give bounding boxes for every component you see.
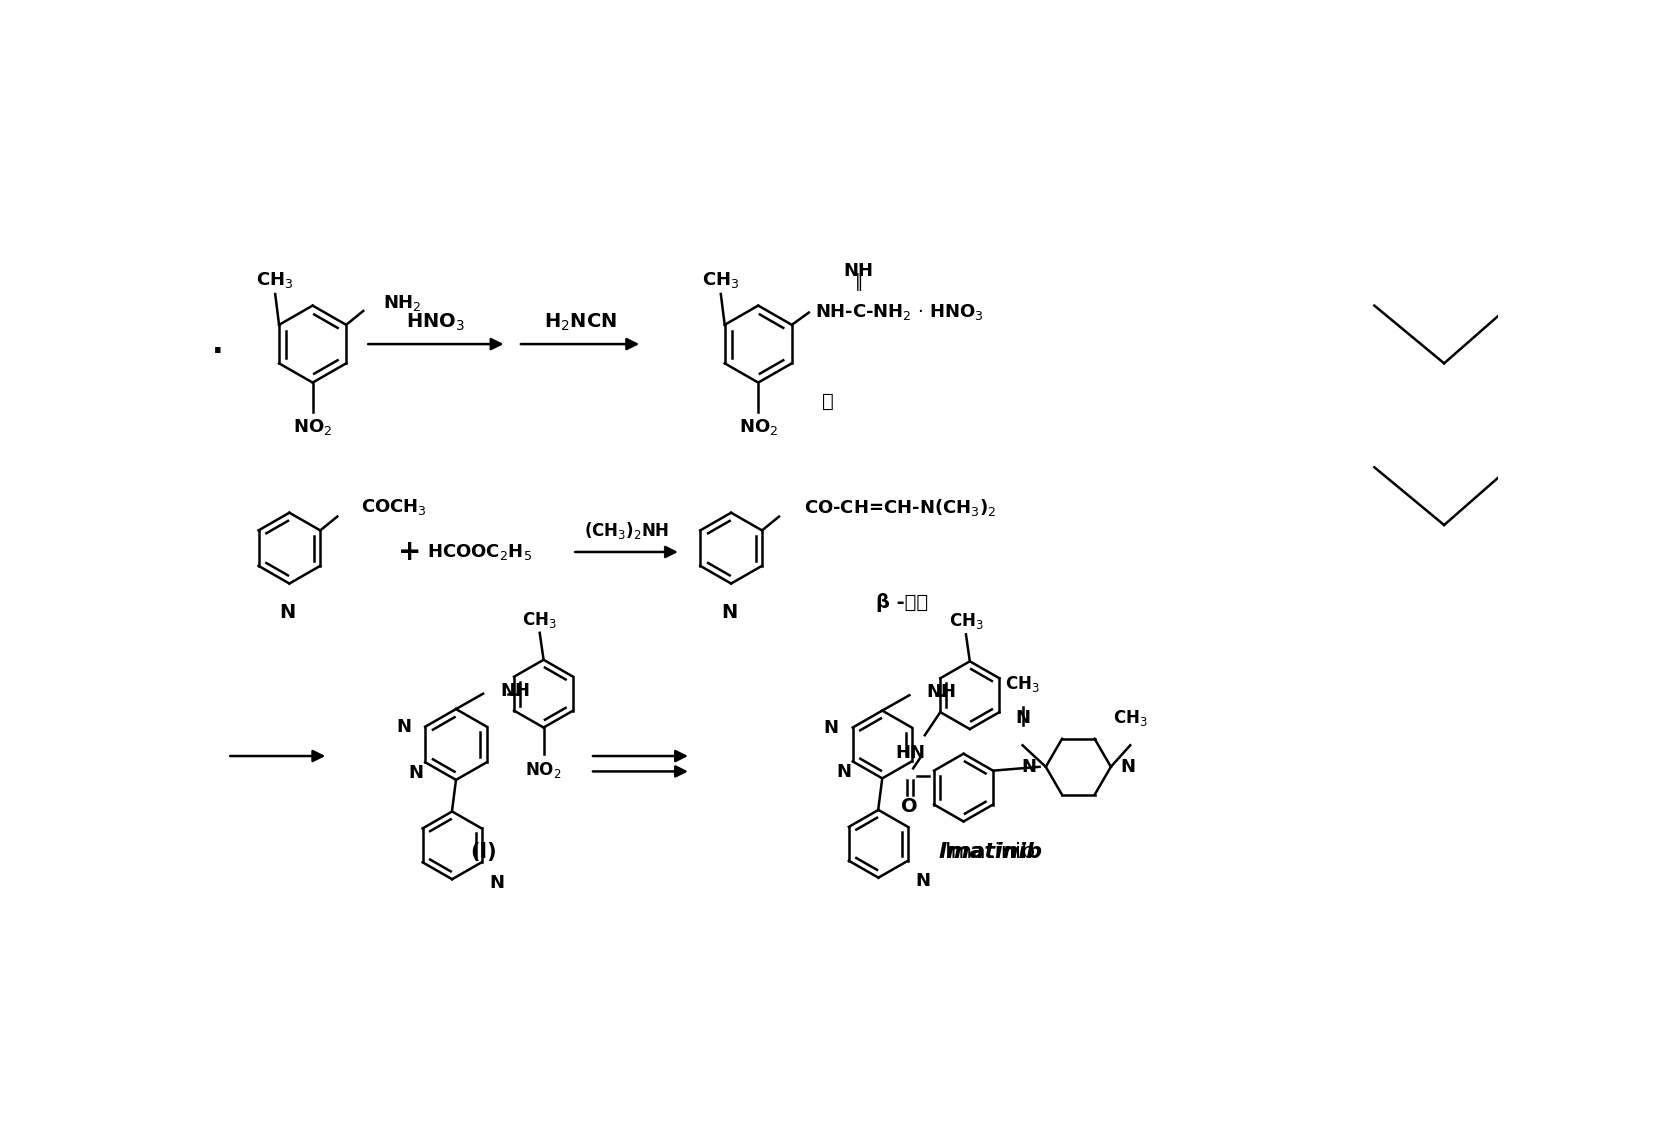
Text: Imatinib: Imatinib bbox=[945, 843, 1037, 863]
Text: N: N bbox=[280, 603, 296, 622]
Text: N: N bbox=[915, 872, 930, 890]
Text: CH$_3$: CH$_3$ bbox=[256, 270, 295, 291]
Text: N: N bbox=[489, 874, 504, 892]
Text: NO$_2$: NO$_2$ bbox=[293, 417, 333, 438]
Text: N: N bbox=[1120, 757, 1135, 775]
Text: H$_2$NCN: H$_2$NCN bbox=[544, 312, 616, 333]
Text: NO$_2$: NO$_2$ bbox=[526, 760, 562, 780]
Text: CH$_3$: CH$_3$ bbox=[1005, 673, 1040, 693]
Text: 胍: 胍 bbox=[822, 393, 834, 412]
Text: NO$_2$: NO$_2$ bbox=[739, 417, 777, 438]
Text: CH$_3$: CH$_3$ bbox=[948, 611, 983, 632]
Text: $\|$: $\|$ bbox=[854, 272, 862, 293]
Text: CH$_3$: CH$_3$ bbox=[522, 609, 557, 629]
Text: NH$_2$: NH$_2$ bbox=[383, 293, 423, 313]
Text: β -烯酮: β -烯酮 bbox=[875, 592, 929, 611]
Text: (I): (I) bbox=[469, 843, 496, 863]
Text: HCOOC$_2$H$_5$: HCOOC$_2$H$_5$ bbox=[426, 542, 532, 562]
Text: COCH$_3$: COCH$_3$ bbox=[361, 497, 426, 517]
Text: N: N bbox=[1015, 709, 1030, 727]
Text: CO-CH=CH-N(CH$_3$)$_2$: CO-CH=CH-N(CH$_3$)$_2$ bbox=[804, 497, 997, 518]
Text: .: . bbox=[211, 330, 223, 359]
Text: Imatinib: Imatinib bbox=[938, 843, 1043, 863]
Text: N: N bbox=[837, 763, 852, 781]
Text: CH$_3$: CH$_3$ bbox=[702, 270, 739, 291]
Text: N: N bbox=[396, 718, 411, 736]
Text: N: N bbox=[722, 603, 737, 622]
Text: NH: NH bbox=[927, 683, 957, 701]
Text: N: N bbox=[409, 764, 424, 782]
Text: N: N bbox=[824, 718, 839, 736]
Text: N: N bbox=[1022, 757, 1037, 775]
Text: O: O bbox=[900, 797, 917, 816]
Text: HN: HN bbox=[895, 745, 925, 763]
Text: CH$_3$: CH$_3$ bbox=[1113, 708, 1148, 728]
Text: (CH$_3$)$_2$NH: (CH$_3$)$_2$NH bbox=[584, 519, 669, 541]
Text: +: + bbox=[398, 537, 421, 565]
Text: HNO$_3$: HNO$_3$ bbox=[406, 312, 466, 333]
Text: NH: NH bbox=[844, 263, 874, 280]
Text: NH: NH bbox=[501, 681, 531, 700]
Text: NH-C-NH$_2$ $\cdot$ HNO$_3$: NH-C-NH$_2$ $\cdot$ HNO$_3$ bbox=[815, 302, 983, 322]
